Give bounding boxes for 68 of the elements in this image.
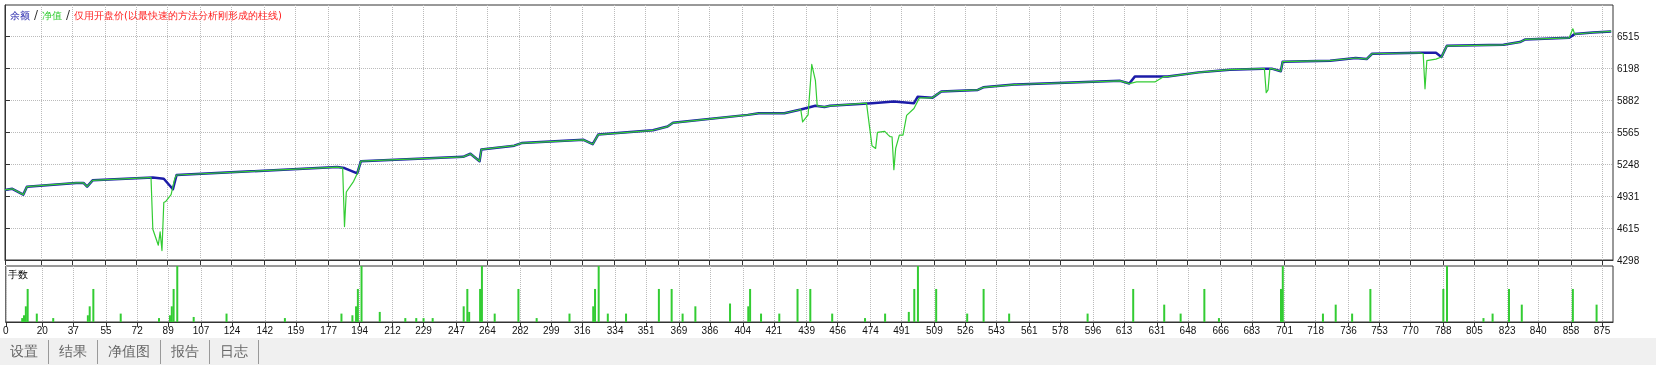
x-tick-label: 543 xyxy=(988,324,1006,336)
y-tick-label: 5248 xyxy=(1617,158,1640,170)
x-tick-label: 805 xyxy=(1466,324,1484,336)
x-tick-label: 613 xyxy=(1115,324,1133,336)
x-tick-label: 840 xyxy=(1529,324,1547,336)
x-tick-label: 439 xyxy=(798,324,816,336)
x-tick-label: 299 xyxy=(542,324,561,336)
y-tick-label: 4931 xyxy=(1617,190,1640,202)
x-tick-label: 753 xyxy=(1371,324,1389,336)
y-tick-label: 6515 xyxy=(1617,31,1640,43)
text: 净值图 xyxy=(98,340,161,364)
text: 余额 xyxy=(10,10,30,21)
annotation: 仅用开盘价(以最快速的方法分析刚形成的柱线) xyxy=(74,10,282,21)
x-tick-label: 526 xyxy=(957,324,975,336)
x-tick-label: 316 xyxy=(573,324,592,336)
x-tick-label: 20 xyxy=(36,324,49,336)
x-tick-label: 666 xyxy=(1212,324,1230,336)
x-tick-label: 456 xyxy=(829,324,847,336)
text: 报告 xyxy=(161,340,210,364)
x-tick-label: 369 xyxy=(670,324,688,336)
x-tick-label: 194 xyxy=(351,324,369,336)
x-tick-label: 55 xyxy=(100,324,113,336)
x-tick-label: 701 xyxy=(1276,324,1294,336)
x-tick-label: 770 xyxy=(1402,324,1420,336)
x-tick-label: 386 xyxy=(701,324,719,336)
text: 结果 xyxy=(49,340,98,364)
x-tick-label: 561 xyxy=(1020,324,1038,336)
x-tick-label: 142 xyxy=(256,324,274,336)
x-tick-label: 107 xyxy=(192,324,210,336)
y-tick-label: 4615 xyxy=(1617,222,1640,234)
x-tick-label: 37 xyxy=(67,324,80,336)
x-tick-label: 509 xyxy=(926,324,944,336)
x-tick-label: 823 xyxy=(1498,324,1516,336)
x-tick-label: 247 xyxy=(448,324,466,336)
y-tick-label: 4298 xyxy=(1617,254,1640,266)
y-tick-label: 5882 xyxy=(1617,94,1640,106)
x-tick-label: 264 xyxy=(479,324,497,336)
y-tick-label: 6198 xyxy=(1617,63,1640,75)
x-tick-label: 421 xyxy=(765,324,783,336)
text: 设置 xyxy=(0,340,49,364)
y-axis-title: 手数 xyxy=(8,268,28,282)
x-tick-label: 351 xyxy=(637,324,655,336)
x-tick-label: 474 xyxy=(862,324,880,336)
text: 净值 xyxy=(42,10,62,21)
x-tick-label: 788 xyxy=(1435,324,1453,336)
text: 日志 xyxy=(210,340,259,364)
x-tick-label: 596 xyxy=(1084,324,1102,336)
x-tick-label: 334 xyxy=(606,324,624,336)
x-tick-label: 124 xyxy=(223,324,241,336)
x-tick-label: 875 xyxy=(1593,324,1611,336)
x-tick-label: 648 xyxy=(1179,324,1197,336)
x-tick-label: 491 xyxy=(893,324,911,336)
x-tick-label: 578 xyxy=(1051,324,1070,336)
x-tick-label: 631 xyxy=(1148,324,1166,336)
x-tick-label: 89 xyxy=(162,324,175,336)
x-tick-label: 229 xyxy=(415,324,433,336)
x-tick-label: 0 xyxy=(3,324,9,336)
x-tick-label: 683 xyxy=(1243,324,1261,336)
x-tick-label: 177 xyxy=(320,324,338,336)
x-tick-label: 282 xyxy=(511,324,530,336)
y-tick-label: 5565 xyxy=(1617,126,1640,138)
x-tick-label: 404 xyxy=(734,324,752,336)
x-tick-label: 212 xyxy=(384,324,402,336)
x-tick-label: 718 xyxy=(1307,324,1325,336)
x-tick-label: 72 xyxy=(131,324,144,336)
x-tick-label: 159 xyxy=(287,324,305,336)
x-tick-label: 858 xyxy=(1562,324,1580,336)
x-tick-label: 736 xyxy=(1340,324,1358,336)
